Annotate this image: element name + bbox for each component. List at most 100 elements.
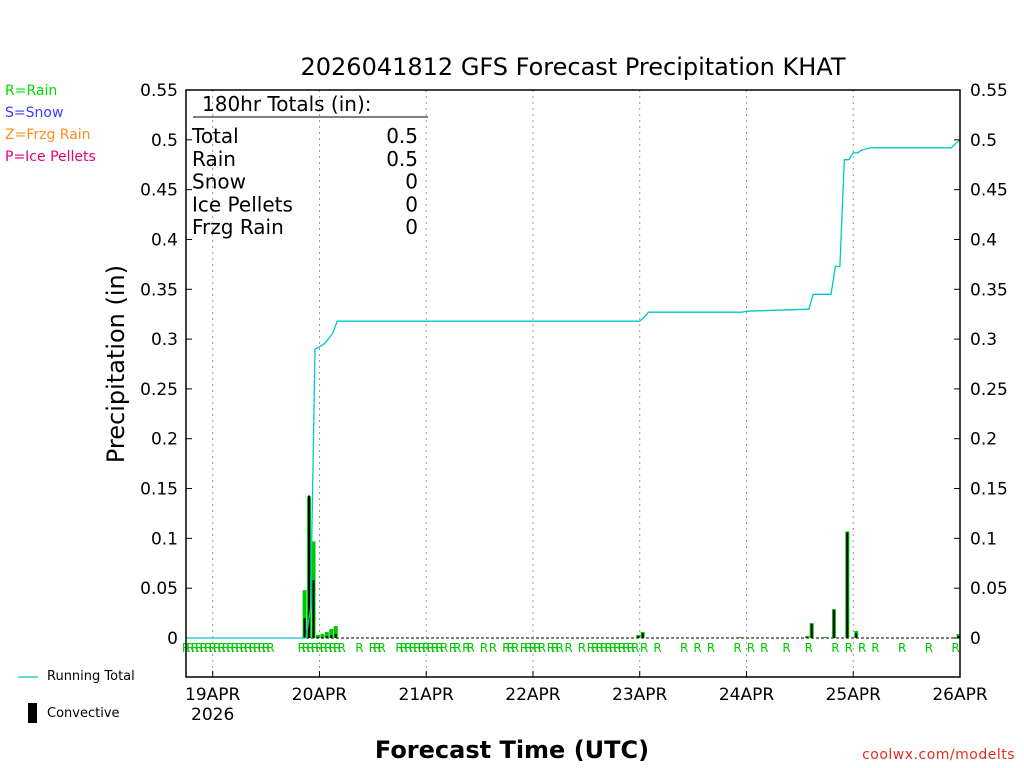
- ptype-marker: R: [378, 641, 386, 655]
- ptype-marker: R: [355, 641, 363, 655]
- ptype-marker: R: [426, 641, 434, 655]
- rain-bar: [738, 637, 743, 638]
- ptype-marker: R: [204, 641, 212, 655]
- ptype-marker: R: [302, 641, 310, 655]
- ptype-marker: R: [435, 641, 443, 655]
- totals-row-label: Ice Pellets: [192, 192, 293, 216]
- convective-bar: [330, 635, 333, 638]
- convective-bar: [846, 532, 849, 638]
- ptype-marker: R: [315, 641, 323, 655]
- ptype-marker: R: [244, 641, 252, 655]
- y-tick-label-left: 0.1: [151, 529, 178, 549]
- plot-frame: [185, 89, 961, 678]
- ptype-marker: R: [306, 641, 314, 655]
- ptype-marker: R: [587, 641, 595, 655]
- ptype-marker: R: [733, 641, 741, 655]
- x-tick-label: 19APR: [185, 685, 241, 705]
- ptype-marker: R: [266, 641, 274, 655]
- totals-header: 180hr Totals (in):: [202, 92, 372, 116]
- ptype-marker: R: [858, 641, 866, 655]
- ptype-marker: R: [449, 641, 457, 655]
- legend-frzg-rain: Z=Frzg Rain: [5, 127, 91, 143]
- ptype-marker: R: [329, 641, 337, 655]
- y-tick-label-left: 0.15: [140, 480, 178, 500]
- y-tick-label-right: 0.4: [970, 230, 997, 250]
- totals-row-label: Total: [191, 124, 239, 148]
- legend-rain: R=Rain: [5, 83, 58, 99]
- ptype-marker: R: [618, 641, 626, 655]
- ptype-marker: R: [631, 641, 639, 655]
- convective-bar: [806, 637, 809, 638]
- ptype-marker: R: [249, 641, 257, 655]
- ptype-marker: R: [186, 641, 194, 655]
- y-tick-label-left: 0.3: [151, 330, 178, 350]
- ptype-marker: R: [653, 641, 661, 655]
- x-tick-label: 22APR: [505, 685, 561, 705]
- y-tick-label-left: 0.2: [151, 430, 178, 450]
- totals-row-value: 0: [405, 215, 418, 239]
- rain-bar: [302, 590, 307, 638]
- ptype-marker: R: [369, 641, 377, 655]
- ptype-marker: R: [324, 641, 332, 655]
- legend-snow: S=Snow: [5, 105, 64, 121]
- bars: [302, 495, 961, 638]
- ptype-marker: R: [191, 641, 199, 655]
- convective-legend-label: Convective: [47, 706, 120, 721]
- ptype-marker: R: [507, 641, 515, 655]
- ptype-marker: R: [462, 641, 470, 655]
- ptype-marker: R: [609, 641, 617, 655]
- ptype-marker: R: [209, 641, 217, 655]
- ptype-marker: R: [693, 641, 701, 655]
- totals-row-value: 0.5: [386, 124, 418, 148]
- convective-bar: [316, 637, 319, 638]
- y-tick-label-left: 0.4: [151, 230, 178, 250]
- convective-bar: [855, 633, 858, 638]
- ptype-marker: R: [533, 641, 541, 655]
- y-tick-label-left: 0.05: [140, 579, 178, 599]
- ptype-marker: R: [578, 641, 586, 655]
- ptype-marker: R: [400, 641, 408, 655]
- convective-bar: [957, 636, 960, 638]
- ptype-marker: R: [951, 641, 959, 655]
- ptype-marker: R: [489, 641, 497, 655]
- x-tick-label: 25APR: [826, 685, 882, 705]
- y-tick-label-left: 0.5: [151, 131, 178, 151]
- ptype-marker: R: [871, 641, 879, 655]
- totals-row-label: Rain: [192, 147, 236, 171]
- ptype-marker: R: [431, 641, 439, 655]
- ptype-marker: R: [440, 641, 448, 655]
- y-tick-label-right: 0.2: [970, 430, 997, 450]
- ptype-marker: R: [845, 641, 853, 655]
- convective-legend-swatch: [28, 703, 37, 723]
- ptype-marker: R: [320, 641, 328, 655]
- convective-bar: [312, 580, 315, 638]
- ptype-marker: R: [640, 641, 648, 655]
- ptype-marker: R: [418, 641, 426, 655]
- totals-row-value: 0: [405, 192, 418, 216]
- ptype-marker: R: [231, 641, 239, 655]
- y-tick-label-left: 0.45: [140, 181, 178, 201]
- ptype-marker: R: [235, 641, 243, 655]
- ptype-marker: R: [782, 641, 790, 655]
- ptype-marker: R: [200, 641, 208, 655]
- totals-row-label: Frzg Rain: [192, 215, 284, 239]
- ptype-marker: R: [373, 641, 381, 655]
- convective-bar: [334, 634, 337, 638]
- y-tick-label-right: 0.35: [970, 280, 1008, 300]
- y-axis-label: Precipitation (in): [102, 265, 130, 463]
- rain-bar: [329, 629, 334, 638]
- convective-bar: [303, 618, 306, 638]
- ptype-marker: R: [898, 641, 906, 655]
- x-axis-label: Forecast Time (UTC): [375, 736, 649, 764]
- ptype-marker: R: [591, 641, 599, 655]
- ptype-marker: R: [747, 641, 755, 655]
- y-tick-label-left: 0.25: [140, 380, 178, 400]
- ptype-marker: R: [551, 641, 559, 655]
- x-tick-label: 21APR: [399, 685, 455, 705]
- ptype-marker: R: [311, 641, 319, 655]
- ptype-marker: R: [707, 641, 715, 655]
- ptype-marker: R: [555, 641, 563, 655]
- ptype-marker: R: [524, 641, 532, 655]
